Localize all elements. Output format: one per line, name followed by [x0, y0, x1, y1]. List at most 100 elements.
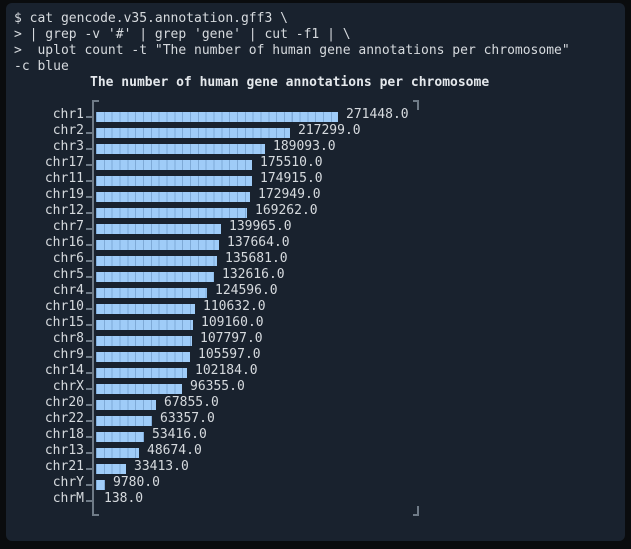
- bar: [96, 480, 105, 490]
- axis-tick: [86, 484, 92, 486]
- y-axis-line: [92, 100, 94, 516]
- bar: [96, 208, 247, 218]
- axis-tick: [86, 132, 92, 134]
- frame-corner-top-right-stub: [417, 100, 419, 110]
- value-label: 63357.0: [160, 411, 215, 426]
- value-label: 48674.0: [147, 443, 202, 458]
- value-label: 67855.0: [164, 395, 219, 410]
- command-line-4: -c blue: [14, 59, 69, 74]
- bar: [96, 448, 139, 458]
- category-label: chr15: [44, 315, 84, 330]
- category-label: chr16: [44, 235, 84, 250]
- bar: [96, 240, 219, 250]
- bar-row-chr20: chr20 67855.0: [0, 395, 631, 411]
- frame-corner-bottom-right-stub: [417, 506, 419, 516]
- axis-tick: [86, 468, 92, 470]
- bar-row-chrY: chrY 9780.0: [0, 475, 631, 491]
- value-label: 217299.0: [298, 123, 361, 138]
- category-label: chr7: [52, 219, 84, 234]
- category-label: chr20: [44, 395, 84, 410]
- bar-row-chr7: chr7 139965.0: [0, 219, 631, 235]
- value-label: 172949.0: [258, 187, 321, 202]
- value-label: 174915.0: [260, 171, 323, 186]
- bar-row-chr11: chr11 174915.0: [0, 171, 631, 187]
- category-label: chr13: [44, 443, 84, 458]
- value-label: 189093.0: [273, 139, 336, 154]
- category-label: chr12: [44, 203, 84, 218]
- axis-tick: [86, 340, 92, 342]
- value-label: 169262.0: [255, 203, 318, 218]
- bar-row-chr16: chr16 137664.0: [0, 235, 631, 251]
- axis-tick: [86, 404, 92, 406]
- value-label: 102184.0: [195, 363, 258, 378]
- value-label: 109160.0: [201, 315, 264, 330]
- value-label: 110632.0: [203, 299, 266, 314]
- bar-row-chr14: chr14 102184.0: [0, 363, 631, 379]
- category-label: chr14: [44, 363, 84, 378]
- chart-title: The number of human gene annotations per…: [90, 75, 490, 90]
- bar-row-chrM: chrM 138.0: [0, 491, 631, 507]
- axis-tick: [86, 420, 92, 422]
- axis-tick: [86, 388, 92, 390]
- axis-tick: [86, 500, 92, 502]
- axis-tick: [86, 116, 92, 118]
- category-label: chr18: [44, 427, 84, 442]
- category-label: chr11: [44, 171, 84, 186]
- category-label: chrY: [52, 475, 84, 490]
- axis-tick: [86, 308, 92, 310]
- bar-row-chr8: chr8 107797.0: [0, 331, 631, 347]
- value-label: 33413.0: [134, 459, 189, 474]
- category-label: chr5: [52, 267, 84, 282]
- bar: [96, 384, 182, 394]
- category-label: chr17: [44, 155, 84, 170]
- bar: [96, 288, 207, 298]
- category-label: chr6: [52, 251, 84, 266]
- axis-tick: [86, 244, 92, 246]
- bar: [96, 320, 193, 330]
- category-label: chr4: [52, 283, 84, 298]
- frame-corner-bottom-left: [92, 514, 99, 516]
- value-label: 138.0: [104, 491, 144, 506]
- bar-row-chrX: chrX 96355.0: [0, 379, 631, 395]
- bar: [96, 336, 192, 346]
- value-label: 139965.0: [229, 219, 292, 234]
- bar: [96, 224, 221, 234]
- bar: [96, 464, 126, 474]
- bar-row-chr3: chr3 189093.0: [0, 139, 631, 155]
- command-line-1: $ cat gencode.v35.annotation.gff3 \: [14, 11, 288, 26]
- bar-row-chr13: chr13 48674.0: [0, 443, 631, 459]
- bar: [96, 160, 252, 170]
- bar-row-chr22: chr22 63357.0: [0, 411, 631, 427]
- command-line-2: > | grep -v '#' | grep 'gene' | cut -f1 …: [14, 27, 351, 42]
- bar: [96, 400, 156, 410]
- category-label: chr2: [52, 123, 84, 138]
- bar: [96, 416, 152, 426]
- category-label: chrM: [52, 491, 84, 506]
- bar-row-chr1: chr1 271448.0: [0, 107, 631, 123]
- value-label: 9780.0: [113, 475, 160, 490]
- value-label: 124596.0: [215, 283, 278, 298]
- bar: [96, 144, 265, 154]
- bar-row-chr4: chr4 124596.0: [0, 283, 631, 299]
- frame-corner-top-left: [92, 100, 99, 102]
- bar-row-chr2: chr2 217299.0: [0, 123, 631, 139]
- category-label: chr8: [52, 331, 84, 346]
- axis-tick: [86, 212, 92, 214]
- bar-row-chr19: chr19 172949.0: [0, 187, 631, 203]
- value-label: 132616.0: [222, 267, 285, 282]
- axis-tick: [86, 372, 92, 374]
- category-label: chr10: [44, 299, 84, 314]
- bar-row-chr12: chr12 169262.0: [0, 203, 631, 219]
- bar: [96, 176, 252, 186]
- axis-tick: [86, 324, 92, 326]
- axis-tick: [86, 292, 92, 294]
- value-label: 53416.0: [152, 427, 207, 442]
- bar: [96, 112, 338, 122]
- bar: [96, 352, 190, 362]
- bar-row-chr5: chr5 132616.0: [0, 267, 631, 283]
- value-label: 271448.0: [346, 107, 409, 122]
- bar: [96, 272, 214, 282]
- value-label: 105597.0: [198, 347, 261, 362]
- bar-row-chr6: chr6 135681.0: [0, 251, 631, 267]
